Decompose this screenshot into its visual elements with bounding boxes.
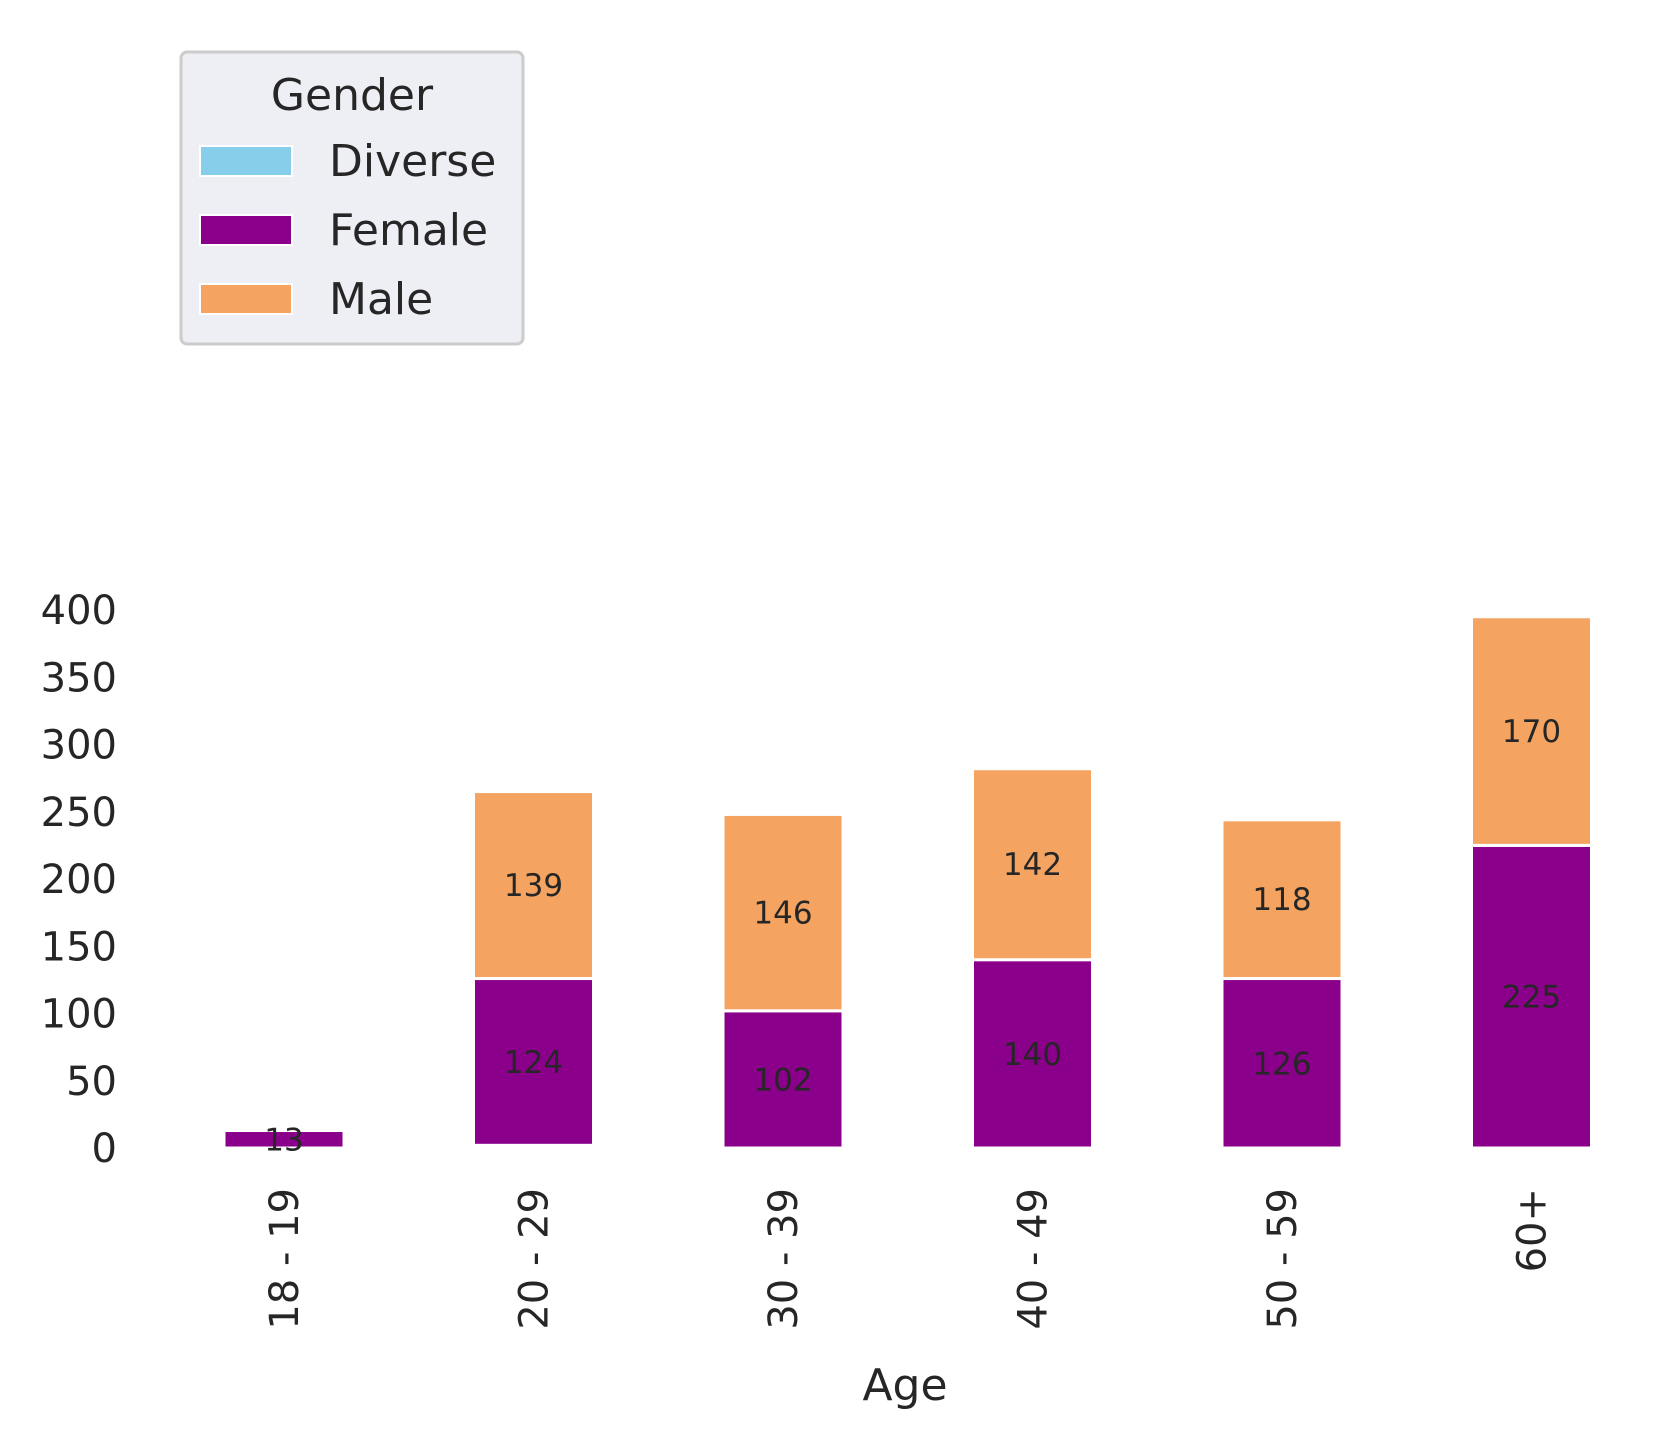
bar-segment-female bbox=[721, 1009, 845, 1150]
data-label: 102 bbox=[753, 1062, 812, 1098]
bars bbox=[222, 615, 1593, 1150]
data-label: 225 bbox=[1502, 980, 1561, 1016]
data-label: 118 bbox=[1252, 882, 1311, 918]
x-tick-label: 18 - 19 bbox=[262, 1188, 308, 1330]
legend-label: Male bbox=[329, 274, 433, 325]
data-label: 146 bbox=[753, 896, 812, 932]
y-tick-label: 350 bbox=[41, 655, 117, 701]
bar-segment-male bbox=[222, 1127, 346, 1133]
legend-items: Diverse Female Male bbox=[199, 136, 496, 325]
bar-value-labels: 13 124 139 102 146 140 142 126 118 225 170 bbox=[264, 714, 1561, 1158]
x-tick-label: 60+ bbox=[1510, 1188, 1556, 1272]
y-tick-label: 100 bbox=[41, 992, 117, 1038]
bar-segment-male bbox=[1220, 818, 1344, 981]
legend-swatch-female bbox=[199, 214, 293, 246]
x-tick-label: 20 - 29 bbox=[512, 1188, 558, 1330]
x-tick-label: 50 - 59 bbox=[1260, 1188, 1306, 1330]
data-label: 142 bbox=[1003, 847, 1062, 883]
bar-segment-female bbox=[971, 958, 1094, 1150]
y-tick-label: 400 bbox=[41, 588, 117, 634]
legend: Gender Diverse Female Male bbox=[179, 50, 525, 346]
y-tick-label: 200 bbox=[41, 857, 117, 903]
x-axis-label: Age bbox=[862, 1360, 947, 1411]
bar-segment-male bbox=[472, 790, 595, 981]
bar-segment-male bbox=[721, 812, 845, 1013]
bar-segment-male bbox=[971, 767, 1094, 962]
y-tick-label: 250 bbox=[41, 790, 117, 836]
data-label: 13 bbox=[264, 1122, 303, 1158]
y-tick-label: 0 bbox=[92, 1126, 117, 1172]
data-label: 139 bbox=[504, 868, 563, 904]
data-label: 140 bbox=[1003, 1037, 1062, 1073]
x-tick-label: 40 - 49 bbox=[1011, 1188, 1057, 1330]
data-label: 170 bbox=[1502, 714, 1561, 750]
legend-label: Diverse bbox=[329, 136, 496, 187]
y-axis-ticks: 0 50 100 150 200 250 300 350 400 bbox=[41, 588, 117, 1172]
data-label: 126 bbox=[1252, 1046, 1311, 1082]
y-tick-label: 150 bbox=[41, 924, 117, 970]
legend-frame bbox=[179, 50, 525, 346]
legend-swatch-male bbox=[199, 283, 293, 315]
data-label: 124 bbox=[504, 1045, 563, 1081]
y-tick-label: 50 bbox=[66, 1059, 117, 1105]
bar-segment-male bbox=[1470, 615, 1593, 847]
bar-segment-female bbox=[1220, 977, 1344, 1150]
x-tick-label: 30 - 39 bbox=[761, 1188, 807, 1330]
legend-label: Female bbox=[329, 205, 488, 256]
x-axis-ticks: 18 - 19 20 - 29 30 - 39 40 - 49 50 - 59 60+ bbox=[262, 1188, 1556, 1330]
legend-title: Gender bbox=[271, 70, 434, 121]
y-tick-label: 300 bbox=[41, 723, 117, 769]
legend-swatch-diverse bbox=[199, 145, 293, 177]
